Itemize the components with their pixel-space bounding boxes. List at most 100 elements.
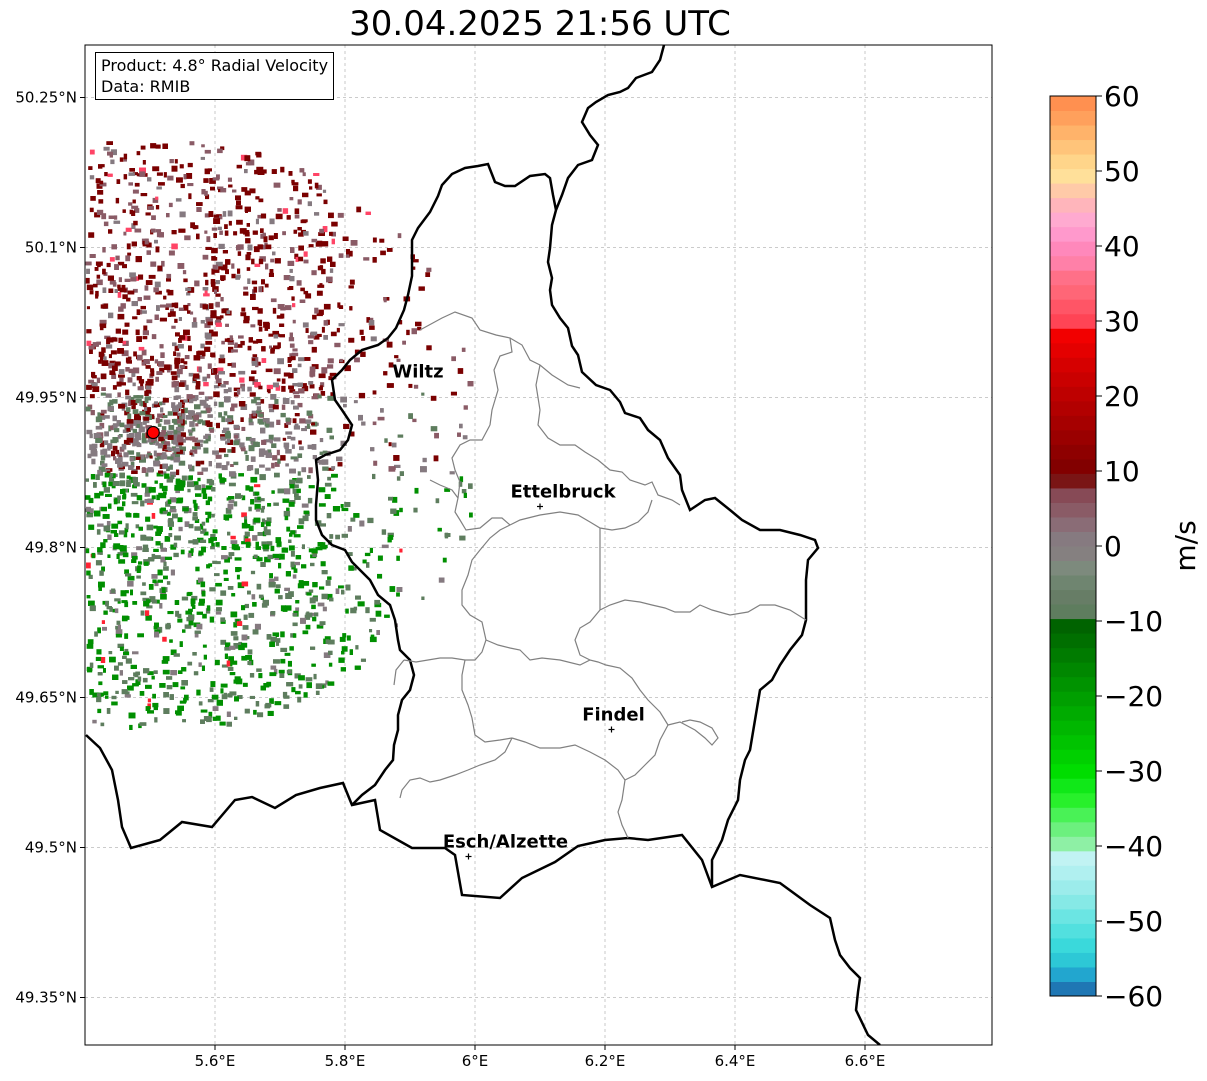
radar-echo-pixel: [156, 186, 162, 190]
radar-echo-pixel: [132, 683, 139, 687]
radar-echo-pixel: [413, 507, 418, 513]
radar-echo-pixel: [132, 189, 139, 194]
radar-echo-pixel: [369, 325, 375, 330]
radar-echo-pixel: [303, 259, 309, 264]
radar-echo-pixel: [308, 589, 314, 593]
radar-echo-pixel: [118, 337, 123, 343]
radar-echo-pixel: [99, 180, 104, 185]
radar-echo-pixel: [284, 587, 290, 591]
colorbar-segment: [1050, 981, 1096, 997]
radar-echo-pixel: [276, 378, 281, 382]
radar-echo-pixel: [125, 573, 132, 577]
radar-echo-pixel: [267, 710, 274, 716]
radar-echo-pixel: [256, 668, 262, 672]
radar-echo-pixel: [258, 594, 264, 599]
radar-echo-pixel: [144, 285, 149, 291]
radar-echo-pixel: [272, 632, 280, 637]
radar-echo-pixel: [173, 542, 178, 548]
radar-echo-pixel: [233, 424, 240, 429]
radar-echo-pixel: [260, 498, 265, 502]
radar-echo-pixel: [269, 573, 273, 579]
radar-echo-pixel: [165, 556, 172, 560]
radar-echo-pixel: [141, 437, 147, 443]
radar-echo-pixel: [167, 411, 173, 416]
radar-echo-pixel: [144, 406, 148, 411]
radar-echo-pixel: [260, 427, 266, 434]
radar-echo-pixel: [319, 228, 324, 234]
radar-echo-pixel: [154, 281, 161, 288]
colorbar-tick-label: 40: [1104, 230, 1140, 263]
radar-echo-pixel: [295, 607, 300, 612]
radar-echo-pixel: [330, 261, 336, 267]
colorbar-segment: [1050, 633, 1096, 649]
radar-echo-pixel: [124, 694, 131, 698]
radar-echo-pixel: [199, 523, 204, 530]
radar-echo-pixel: [314, 212, 320, 216]
radar-echo-pixel: [203, 293, 210, 297]
colorbar-segment: [1050, 96, 1096, 112]
radar-echo-pixel: [135, 524, 140, 529]
radar-echo-pixel: [169, 694, 174, 700]
radar-echo-pixel: [99, 422, 105, 429]
canton-border-3: [535, 364, 681, 506]
radar-echo-pixel: [122, 341, 127, 345]
radar-echo-pixel: [182, 719, 186, 723]
radar-echo-pixel: [125, 523, 129, 530]
radar-echo-pixel: [174, 318, 178, 323]
radar-echo-pixel: [193, 317, 197, 322]
radar-echo-pixel: [150, 368, 155, 372]
radar-echo-pixel: [145, 706, 151, 711]
radar-echo-pixel: [155, 452, 163, 457]
radar-echo-pixel: [223, 389, 229, 394]
radar-echo-pixel: [346, 249, 350, 255]
radar-echo-pixel: [86, 570, 91, 576]
radar-echo-pixel: [281, 547, 289, 553]
radar-echo-pixel: [294, 208, 300, 215]
radar-echo-pixel: [321, 268, 326, 275]
radar-echo-pixel: [207, 414, 213, 418]
radar-echo-pixel: [337, 462, 343, 467]
radar-echo-pixel: [245, 455, 249, 461]
radar-echo-pixel: [249, 695, 255, 699]
radar-echo-pixel: [160, 407, 164, 413]
radar-echo-pixel: [166, 273, 172, 279]
radar-echo-pixel: [121, 689, 128, 695]
country-border-luxembourg: [85, 734, 881, 1045]
radar-echo-pixel: [171, 165, 178, 172]
radar-echo-pixel: [211, 331, 218, 337]
radar-echo-pixel: [204, 332, 212, 338]
radar-echo-pixel: [321, 593, 328, 600]
radar-echo-pixel: [270, 298, 277, 303]
radar-echo-pixel: [468, 483, 473, 489]
radar-echo-pixel: [101, 620, 105, 624]
radar-echo-pixel: [249, 188, 256, 194]
radar-echo-pixel: [294, 673, 301, 679]
radar-echo-pixel: [258, 198, 264, 203]
radar-echo-pixel: [276, 419, 281, 425]
radar-echo-pixel: [173, 653, 180, 657]
radar-echo-pixel: [136, 466, 140, 470]
radar-echo-pixel: [96, 279, 103, 286]
radar-echo-pixel: [160, 352, 165, 358]
radar-echo-pixel: [167, 499, 172, 504]
radar-echo-pixel: [248, 486, 254, 492]
radar-echo-pixel: [458, 481, 463, 487]
radar-echo-pixel: [212, 286, 219, 292]
radar-echo-pixel: [190, 548, 194, 553]
radar-echo-pixel: [230, 611, 238, 618]
radar-echo-pixel: [189, 141, 195, 146]
radar-echo-pixel: [219, 315, 224, 319]
radar-echo-pixel: [137, 297, 142, 302]
radar-echo-pixel: [343, 423, 350, 429]
colorbar-segment: [1050, 763, 1096, 779]
radar-echo-pixel: [95, 416, 103, 423]
radar-echo-pixel: [210, 546, 215, 550]
radar-echo-pixel: [128, 368, 136, 374]
radar-echo-pixel: [294, 253, 299, 259]
radar-echo-pixel: [323, 199, 328, 205]
radar-echo-pixel: [85, 478, 89, 482]
radar-echo-pixel: [220, 436, 226, 441]
radar-echo-pixel: [340, 440, 347, 446]
colorbar-segment: [1050, 966, 1096, 982]
radar-echo-pixel: [166, 303, 173, 308]
